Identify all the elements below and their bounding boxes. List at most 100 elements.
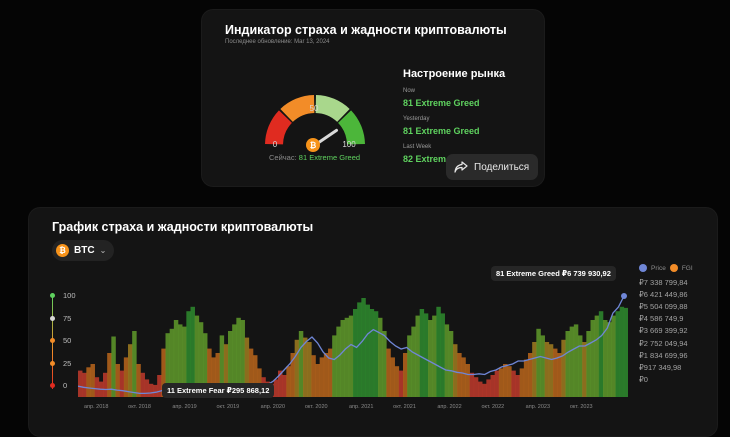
fgi-bar xyxy=(103,372,108,397)
x-tick: окт. 2019 xyxy=(216,404,240,410)
x-tick: окт. 2018 xyxy=(128,404,151,410)
fgi-bar xyxy=(457,353,462,397)
fgi-bar xyxy=(307,342,312,397)
fgi-bar xyxy=(344,317,350,397)
x-tick: апр. 2023 xyxy=(525,404,551,410)
fgi-bar xyxy=(353,309,358,397)
mood-row-label-last-week: Last Week xyxy=(403,144,432,150)
fgi-bar xyxy=(211,357,216,397)
fgi-bar xyxy=(486,379,491,397)
fgi-bar xyxy=(461,357,466,397)
legend-label-fgi: FGI xyxy=(681,264,693,272)
x-tick: окт. 2020 xyxy=(304,404,328,410)
fgi-bar xyxy=(448,331,454,397)
fgi-bar xyxy=(153,384,158,397)
legend-dot-fgi xyxy=(669,264,678,272)
fgi-bar xyxy=(257,368,262,397)
gauge-label-min: 0 xyxy=(273,140,278,149)
coin-selector-label: BTC xyxy=(74,245,95,256)
fgi-bar xyxy=(328,348,333,397)
fgi-bar xyxy=(503,364,508,397)
fgi-bar xyxy=(548,344,554,397)
fgi-bar xyxy=(519,368,525,397)
fgi-bar xyxy=(482,383,487,397)
fgi-bar xyxy=(94,377,100,397)
fgi-bar xyxy=(490,375,495,397)
fgi-bar xyxy=(544,342,550,397)
x-tick: апр. 2019 xyxy=(172,404,197,410)
current-value: 81 Extreme Greed xyxy=(298,153,361,162)
x-tick: апр. 2022 xyxy=(437,404,462,410)
fgi-bar xyxy=(282,375,287,397)
market-mood-title: Настроение рынка xyxy=(403,68,506,80)
fgi-bar xyxy=(361,298,366,397)
fgi-bar xyxy=(440,313,445,397)
fgi-bar xyxy=(615,311,620,397)
current-value-line: Сейчас: 81 Extreme Greed xyxy=(269,153,360,162)
current-value-prefix: Сейчас: xyxy=(269,153,297,162)
fgi-bar xyxy=(157,375,162,397)
price-tick: ₽917 349,98 xyxy=(639,362,682,372)
price-tick: ₽0 xyxy=(639,374,648,384)
fgi-bar xyxy=(598,311,604,397)
x-tick: апр. 2020 xyxy=(260,404,286,410)
fgi-bar xyxy=(198,322,204,397)
price-tick: ₽1 834 699,96 xyxy=(639,350,688,360)
fgi-bar xyxy=(411,326,416,397)
fgi-bar xyxy=(565,331,570,397)
fgi-bar xyxy=(219,335,225,397)
fgi-bar xyxy=(111,336,116,397)
fgi-bar xyxy=(419,309,425,397)
fgi-bar xyxy=(378,317,383,397)
share-button[interactable]: Поделиться xyxy=(446,154,538,180)
fgi-bar xyxy=(123,357,129,397)
fgi-bar xyxy=(498,368,504,397)
price-tick: ₽6 421 449,86 xyxy=(639,290,688,300)
fgi-bar xyxy=(173,320,179,397)
x-tick: апр. 2021 xyxy=(349,404,374,410)
gauge-segment-greed xyxy=(315,95,350,122)
fgi-bar xyxy=(590,320,595,397)
fgi-bar xyxy=(215,353,220,397)
coin-selector[interactable]: ₿ BTC ⌄ xyxy=(52,240,115,261)
chevron-down-icon: ⌄ xyxy=(99,246,107,255)
fgi-bar xyxy=(169,328,175,397)
fgi-bar xyxy=(178,324,183,397)
chart-legend: Price FGI xyxy=(639,264,693,272)
mood-row-label-yesterday: Yesterday xyxy=(403,116,430,122)
fgi-bar xyxy=(286,366,291,397)
fgi-bar xyxy=(494,370,500,397)
fgi-bar xyxy=(294,339,300,397)
fgi-tick: 75 xyxy=(63,313,72,323)
fgi-tick-dot xyxy=(50,315,55,321)
fgi-bar xyxy=(515,375,520,397)
fgi-bar xyxy=(619,306,625,397)
fgi-bar xyxy=(511,370,516,397)
fgi-tick: 50 xyxy=(63,336,72,345)
fgi-bar xyxy=(398,370,404,397)
fgi-bar xyxy=(603,320,608,397)
fgi-bar xyxy=(207,348,212,397)
fgi-bar xyxy=(540,335,545,397)
fgi-bar xyxy=(298,331,304,397)
fgi-bar xyxy=(303,337,308,397)
fgi-bar xyxy=(336,326,341,397)
fgi-bar xyxy=(203,333,208,397)
fgi-bar xyxy=(273,379,279,397)
fgi-bar xyxy=(107,353,112,397)
fgi-bar xyxy=(190,306,195,397)
fgi-bar xyxy=(432,315,437,397)
fgi-bar xyxy=(348,315,354,397)
fgi-bar xyxy=(623,307,628,397)
gauge-card: Индикатор страха и жадности криптовалюты… xyxy=(201,9,545,187)
fgi-tick: 100 xyxy=(63,291,76,300)
fgi-bar xyxy=(82,372,87,397)
fgi-bar xyxy=(478,381,483,397)
fgi-bar xyxy=(315,364,320,397)
legend-dot-price xyxy=(639,264,647,272)
fgi-bar xyxy=(132,331,137,397)
mood-row-value-now: 81 Extreme Greed xyxy=(403,98,480,108)
gauge-title: Индикатор страха и жадности криптовалюты xyxy=(225,23,507,37)
fgi-bar xyxy=(469,372,475,397)
fgi-bar xyxy=(319,357,325,397)
